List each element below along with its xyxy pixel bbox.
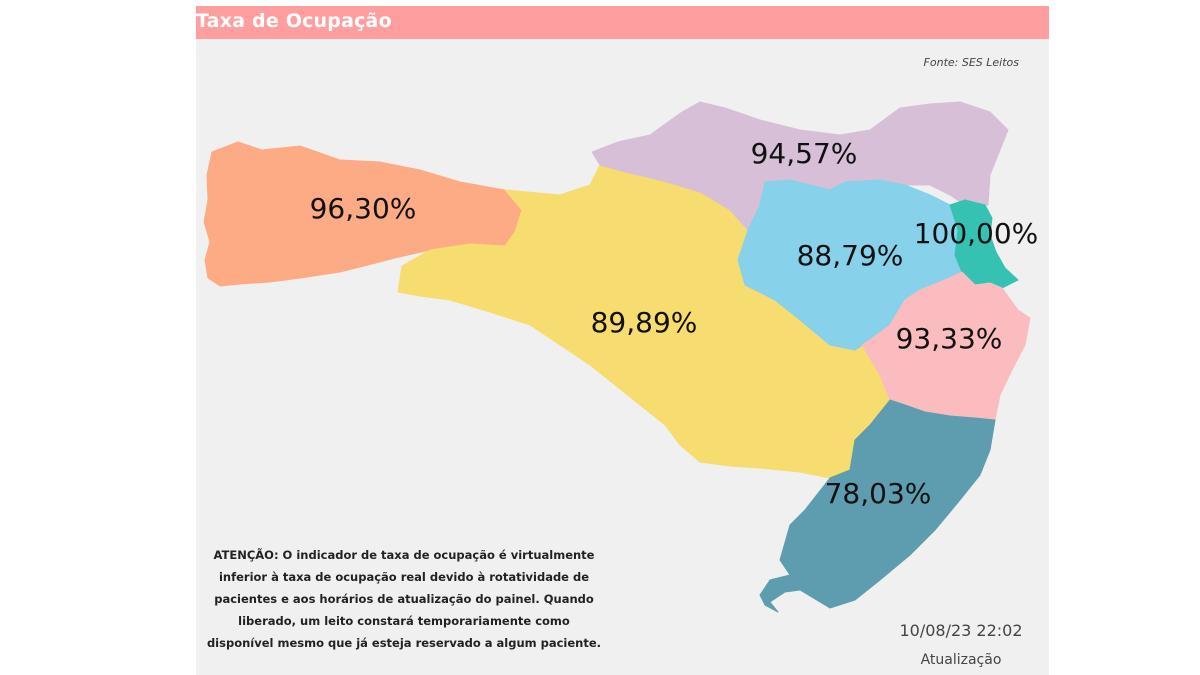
santa-catarina-map: 96,30% 89,89% 94,57% 88,79% 100,00% 93,3…	[203, 101, 1039, 613]
update-label: Atualização	[920, 652, 1002, 668]
region-value-grande-oeste: 96,30%	[310, 192, 417, 225]
source-label: Fonte: SES Leitos	[923, 56, 1019, 69]
dashboard-panel: Taxa de Ocupação Fonte: SES Leitos 96,30…	[196, 6, 1049, 675]
region-value-meio-oeste-serra: 89,89%	[591, 306, 698, 339]
region-value-planalto-norte-nordeste: 94,57%	[751, 137, 858, 170]
region-grande-oeste[interactable]	[203, 141, 523, 287]
update-datetime: 10/08/23 22:02	[899, 621, 1023, 640]
title-bar: Taxa de Ocupação	[196, 6, 1049, 39]
region-value-sul: 78,03%	[825, 477, 932, 510]
region-sul[interactable]	[759, 399, 996, 613]
region-value-vale-itajai: 88,79%	[797, 239, 904, 272]
region-value-foz-rio-itajai: 100,00%	[914, 217, 1039, 250]
page-title: Taxa de Ocupação	[196, 10, 392, 32]
attention-notice: ATENÇÃO: O indicador de taxa de ocupação…	[206, 548, 602, 650]
region-value-grande-florianopolis: 93,33%	[896, 322, 1003, 355]
region-foz-rio-itajai[interactable]	[949, 199, 1019, 289]
